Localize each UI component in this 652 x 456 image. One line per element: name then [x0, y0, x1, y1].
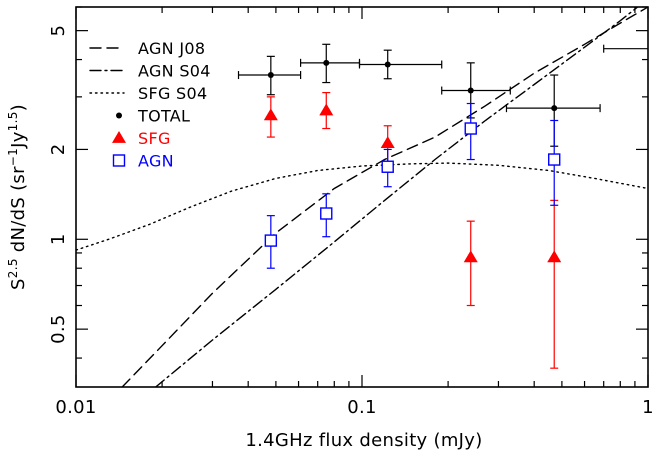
- agn-point-4: [464, 102, 477, 161]
- y-title-mid2: Jy: [8, 131, 29, 149]
- y-title-end: ): [8, 104, 29, 111]
- agn-marker-1: [264, 234, 278, 247]
- total-marker-5: [551, 105, 558, 112]
- legend-item-agn-j08: AGN J08: [89, 39, 205, 58]
- legend-item-agn: AGN: [112, 152, 174, 171]
- total-marker-2: [323, 59, 330, 66]
- x-axis-title: 1.4GHz flux density (mJy): [245, 430, 482, 451]
- axis-ticks: [75, 6, 649, 387]
- legend-label: TOTAL: [137, 107, 190, 126]
- sfg-point-1: [263, 96, 278, 138]
- legend-item-sfg-s04: SFG S04: [89, 84, 207, 103]
- y-title-base: S: [8, 278, 29, 290]
- agn-marker-2: [320, 207, 333, 220]
- legend-item-agn-s04: AGN S04: [89, 62, 211, 81]
- sfg-marker-5: [547, 250, 562, 263]
- total-marker-4: [467, 87, 474, 94]
- curve-sfg-s04: [76, 162, 648, 251]
- agn-marker-3: [381, 160, 394, 173]
- y-tick-label: 5: [48, 25, 69, 37]
- legend-label: AGN: [138, 152, 174, 171]
- agn-marker-4: [464, 122, 477, 135]
- legend-label: SFG: [138, 129, 171, 148]
- legend-item-total: TOTAL: [116, 107, 190, 126]
- sfg-point-2: [319, 92, 334, 130]
- y-tick-label: 1: [48, 233, 69, 245]
- y-title-sup3: 1.5: [6, 111, 20, 131]
- total-point-1: [237, 55, 302, 96]
- agn-point-5: [548, 119, 561, 206]
- legend-label: SFG S04: [138, 84, 207, 103]
- sfg-point-4: [463, 220, 478, 307]
- legend-item-sfg: SFG: [112, 129, 171, 148]
- legend-label: AGN S04: [138, 62, 211, 81]
- agn-marker-5: [548, 153, 561, 166]
- tick-labels: 0.01 0.1 1 0.5 1 2 5: [48, 25, 652, 418]
- x-tick-label: 1: [642, 397, 652, 418]
- sfg-marker-4: [463, 250, 478, 263]
- total-marker-1: [267, 72, 274, 79]
- annotations: [603, 44, 648, 53]
- curve-agn-j08: [121, 7, 648, 387]
- y-title-mid: dN/dS (sr: [8, 166, 29, 258]
- total-marker-3: [384, 61, 391, 68]
- y-title-sup: 2.5: [6, 258, 20, 278]
- agn-point-3: [381, 148, 394, 188]
- legend-marker: [116, 112, 122, 119]
- total-point-5: [505, 74, 601, 147]
- curve-agn-s04: [155, 7, 639, 387]
- legend: AGN J08 AGN S04 SFG S04 TOTAL SFG AGN: [89, 39, 211, 171]
- y-tick-label: 0.5: [48, 314, 69, 344]
- sfg-marker-3: [380, 136, 395, 148]
- sfg-marker-1: [263, 108, 278, 121]
- data-points: [237, 43, 601, 369]
- x-tick-label: 0.1: [347, 397, 377, 418]
- total-point-3: [358, 49, 443, 80]
- y-tick-label: 2: [48, 144, 69, 156]
- agn-point-1: [264, 215, 278, 269]
- legend-marker: [112, 154, 126, 167]
- legend-label: AGN J08: [138, 39, 205, 58]
- sfg-marker-2: [319, 103, 334, 116]
- agn-point-2: [320, 193, 333, 238]
- sfg-point-5: [547, 199, 562, 369]
- legend-marker: [112, 131, 126, 143]
- x-tick-label: 0.01: [55, 397, 96, 418]
- total-point-2: [300, 43, 361, 84]
- y-title-sup2: −1: [6, 148, 20, 166]
- y-axis-title: S2.5 dN/dS (sr−1Jy1.5): [6, 104, 29, 290]
- model-curves: [76, 7, 648, 387]
